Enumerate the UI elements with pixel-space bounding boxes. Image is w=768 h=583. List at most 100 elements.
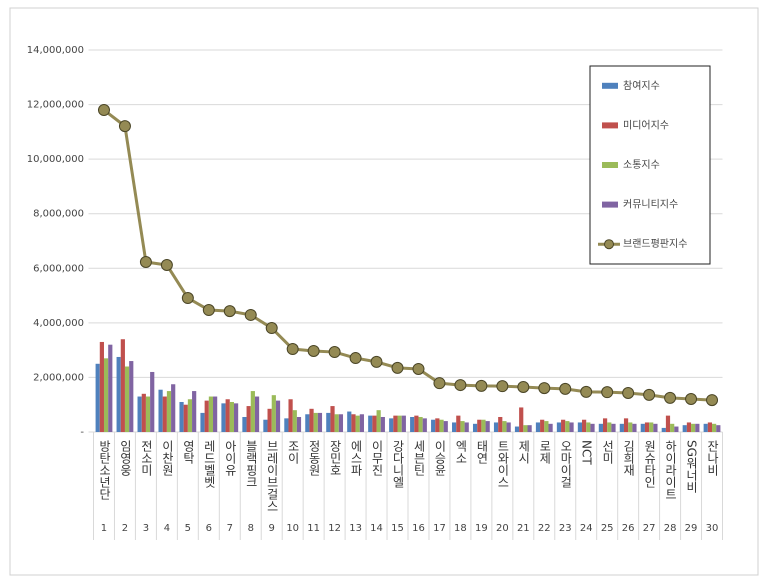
bar [292, 410, 297, 432]
rank-label: 19 [475, 523, 488, 534]
line-marker [349, 352, 362, 365]
legend-swatch [602, 201, 618, 208]
line-marker [601, 386, 614, 399]
bar [313, 412, 318, 432]
legend-swatch [604, 239, 614, 250]
bar [246, 406, 251, 432]
line-marker [454, 379, 467, 392]
bar [116, 356, 121, 432]
bar [661, 427, 666, 432]
x-tick-label: 제시 [517, 440, 531, 464]
bar [296, 416, 302, 432]
x-tick-label: 이찬원 [160, 440, 174, 476]
bar [221, 403, 226, 432]
x-tick-label: 태연 [475, 440, 489, 464]
legend-label: 브랜드평판지수 [623, 238, 687, 250]
bar [682, 425, 687, 432]
bar [271, 395, 276, 432]
bar [166, 391, 172, 432]
bar [628, 422, 633, 432]
bar [653, 423, 658, 432]
rank-label: 15 [391, 523, 404, 534]
x-tick-label: 강다니엘 [391, 440, 405, 488]
bar [120, 339, 125, 432]
x-tick-label: 로제 [538, 440, 552, 464]
bar [586, 422, 591, 432]
bar [410, 416, 415, 432]
line-marker [685, 392, 698, 405]
x-tick-label: 엑소 [454, 440, 468, 464]
line-marker [97, 104, 110, 117]
bar [523, 425, 528, 432]
bar [368, 415, 373, 432]
line-marker [517, 380, 530, 393]
bar [317, 412, 323, 432]
bar [632, 423, 637, 432]
y-tick-label: 10,000,000 [27, 154, 84, 165]
line-marker [559, 382, 572, 395]
line-marker [118, 120, 131, 133]
line-marker [475, 379, 488, 392]
bar [380, 416, 385, 432]
bar [502, 421, 507, 432]
rank-label: 1 [101, 523, 107, 534]
rank-label: 17 [433, 523, 446, 534]
bar [171, 384, 176, 432]
bar [640, 423, 645, 432]
x-tick-label: 영탁 [181, 440, 195, 464]
legend-swatch [602, 162, 618, 168]
line-marker [244, 308, 257, 321]
bar [493, 422, 499, 432]
line-marker [664, 391, 677, 404]
x-tick-label: NCT [580, 440, 594, 465]
rank-label: 4 [164, 523, 170, 534]
bar [326, 412, 331, 432]
bar [351, 414, 356, 432]
line-marker [412, 362, 425, 375]
bar [686, 422, 692, 432]
bar [712, 423, 717, 432]
line-marker [202, 304, 215, 317]
bar [229, 401, 234, 432]
rank-label: 9 [269, 523, 275, 534]
bar [355, 415, 360, 432]
line-marker [307, 344, 320, 357]
bar [141, 393, 146, 432]
rank-label: 13 [349, 523, 362, 534]
bar [460, 421, 465, 432]
bar [103, 358, 109, 432]
y-tick-label: 14,000,000 [27, 45, 84, 56]
legend-label: 커뮤니티지수 [623, 199, 678, 211]
legend-swatch [602, 122, 618, 129]
bar [263, 419, 268, 432]
line-marker [223, 305, 236, 318]
bar [192, 391, 197, 432]
bar [284, 418, 289, 432]
bar [334, 414, 339, 432]
bar [422, 418, 427, 432]
bar [338, 414, 344, 432]
bar [544, 421, 549, 432]
x-tick-label: 에스파 [349, 440, 363, 476]
bar [250, 391, 255, 432]
bar [665, 415, 671, 432]
bar [414, 415, 419, 432]
bar [607, 422, 612, 432]
rank-label: 6 [206, 523, 212, 534]
x-tick-label: SG워너비 [685, 440, 699, 493]
x-tick-label: 세븐틴 [412, 440, 426, 476]
bar [145, 396, 151, 432]
legend-label: 참여지수 [623, 80, 660, 92]
rank-label: 18 [454, 523, 467, 534]
rank-label: 20 [496, 523, 509, 534]
rank-label: 5 [185, 523, 191, 534]
y-tick-label: 6,000,000 [33, 263, 84, 274]
x-tick-label: 방탄소년단 [97, 440, 111, 500]
bar [233, 403, 239, 432]
rank-label: 2 [122, 523, 128, 534]
bar [540, 419, 545, 432]
bar [431, 419, 436, 432]
bar [124, 366, 130, 432]
bar [213, 396, 218, 432]
